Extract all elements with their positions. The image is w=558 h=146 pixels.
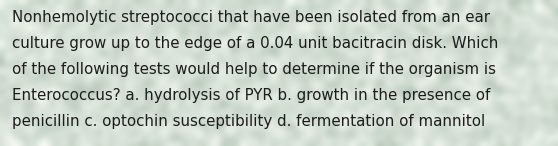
Text: penicillin c. optochin susceptibility d. fermentation of mannitol: penicillin c. optochin susceptibility d.… [12, 114, 485, 129]
Text: of the following tests would help to determine if the organism is: of the following tests would help to det… [12, 62, 496, 77]
Text: Enterococcus? a. hydrolysis of PYR b. growth in the presence of: Enterococcus? a. hydrolysis of PYR b. gr… [12, 88, 490, 103]
Text: culture grow up to the edge of a 0.04 unit bacitracin disk. Which: culture grow up to the edge of a 0.04 un… [12, 36, 499, 51]
Text: Nonhemolytic streptococci that have been isolated from an ear: Nonhemolytic streptococci that have been… [12, 10, 490, 25]
